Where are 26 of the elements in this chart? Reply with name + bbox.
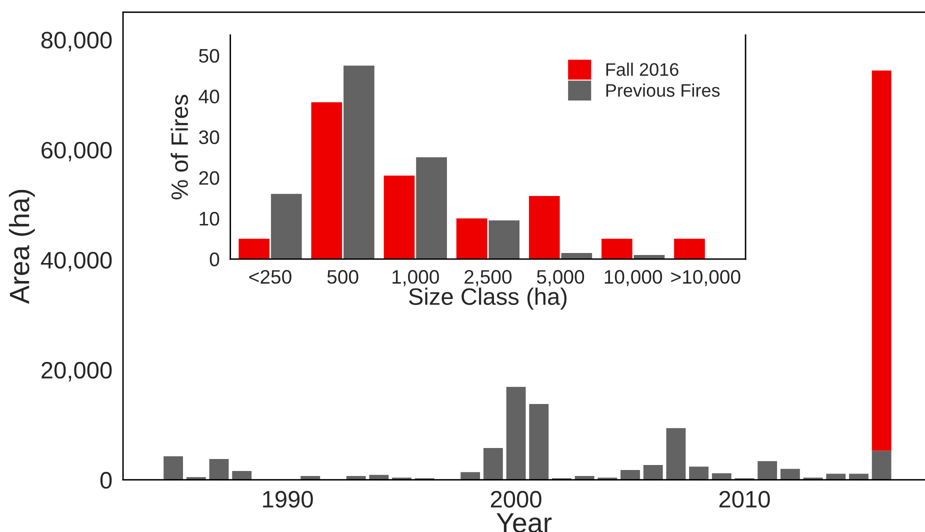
x-tick-label: >10,000 — [671, 270, 740, 286]
y-tick-label: 40,000 — [40, 252, 112, 272]
y-tick-label: 80,000 — [41, 32, 112, 52]
y-tick-label: 40 — [198, 90, 220, 104]
y-tick-label: 60,000 — [42, 142, 112, 162]
x-tick-label: 1990 — [263, 490, 313, 508]
y-axis-title: % of Fires — [170, 94, 188, 200]
y-tick-label: 30 — [199, 130, 220, 144]
y-tick-label: 10 — [200, 212, 220, 226]
y-tick-label: 20 — [199, 171, 220, 185]
x-tick-label: 500 — [327, 270, 358, 284]
x-tick-label: 2010 — [719, 490, 770, 508]
x-tick-label: 2000 — [490, 490, 542, 508]
x-tick-label: 2,500 — [464, 270, 512, 286]
x-tick-label: 5,000 — [536, 270, 584, 286]
y-axis-title: Area (ha) — [8, 190, 35, 304]
x-tick-label: 10,000 — [604, 270, 662, 286]
y-tick-label: 50 — [199, 48, 220, 63]
x-tick-label: <250 — [249, 270, 292, 284]
y-tick-label: 0 — [100, 472, 112, 489]
y-tick-label: 0 — [210, 252, 220, 266]
x-axis-title: Size Class (ha) — [408, 288, 567, 310]
x-tick-label: 1,000 — [392, 270, 439, 286]
legend-label: Previous Fires — [606, 84, 720, 97]
y-tick-label: 20,000 — [42, 362, 112, 382]
legend-label: Fall 2016 — [606, 62, 678, 76]
